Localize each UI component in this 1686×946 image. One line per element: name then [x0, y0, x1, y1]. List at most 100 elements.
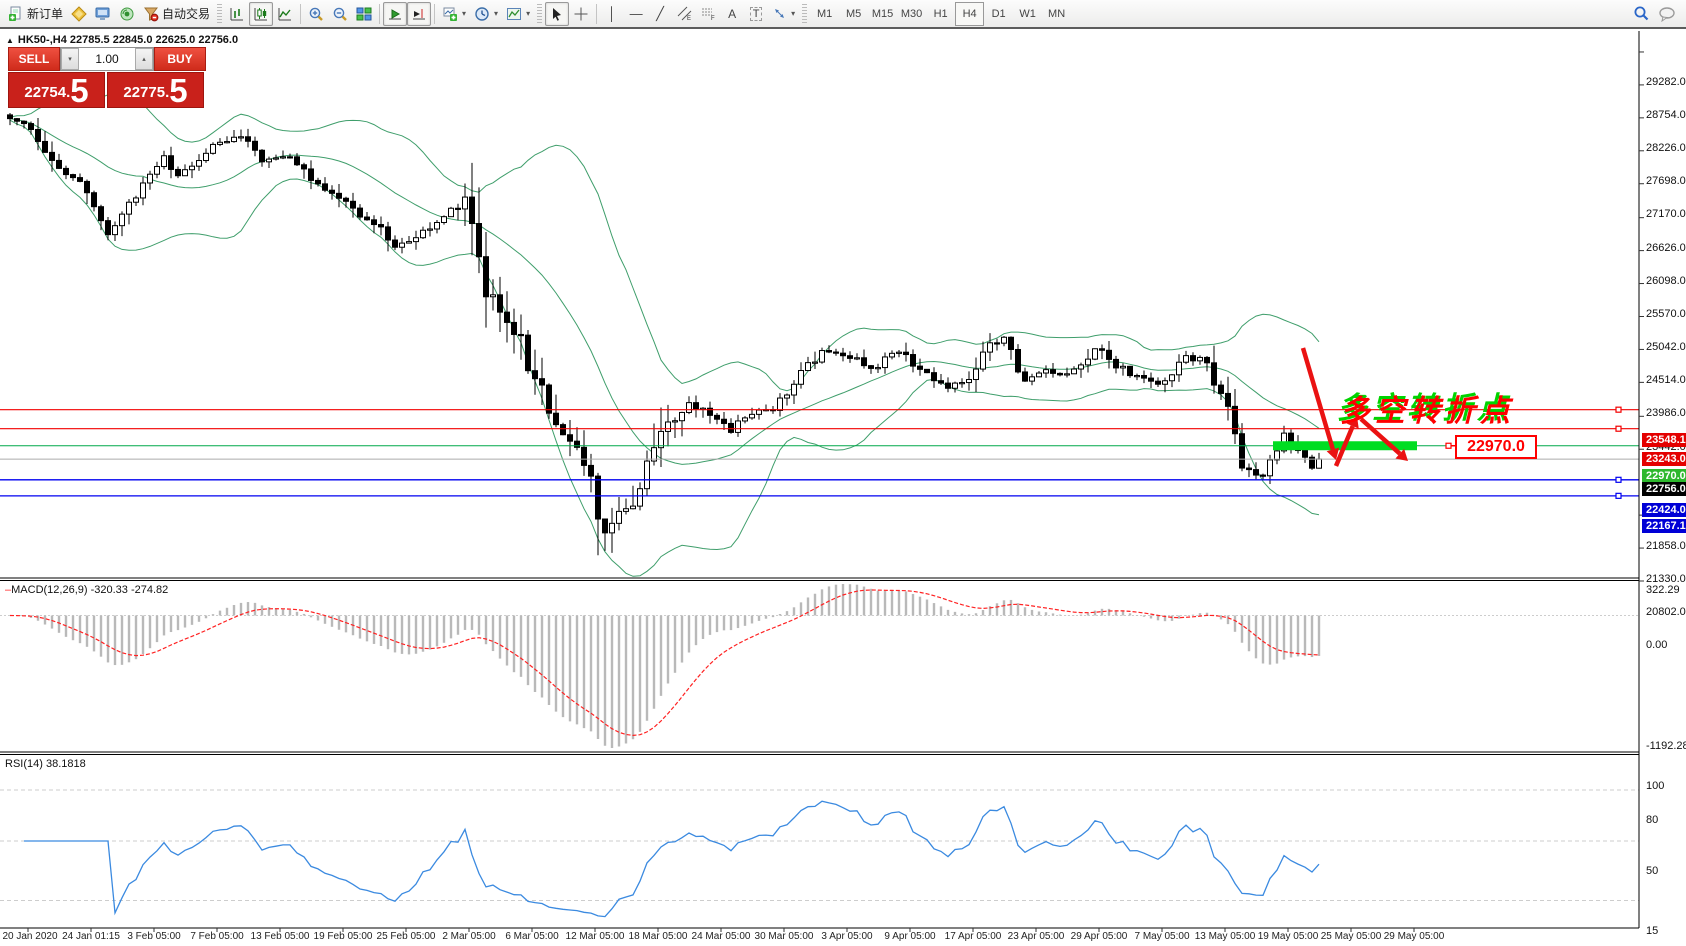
line-chart-button[interactable] — [273, 2, 297, 26]
price-tick: 21858.0 — [1646, 539, 1686, 552]
time-tick: 13 Feb 05:00 — [250, 931, 310, 942]
price-badge-22756.0: 22756.0 — [1642, 482, 1686, 497]
tile-windows-button[interactable] — [352, 2, 376, 26]
buy-button[interactable]: BUY — [154, 47, 206, 71]
sell-button[interactable]: SELL — [8, 47, 60, 71]
time-tick: 19 May 05:00 — [1257, 931, 1319, 942]
rsi-scale-80: 80 — [1646, 814, 1659, 826]
timeframe-w1-button[interactable]: W1 — [1019, 7, 1036, 20]
sell-price-main: 22754 — [24, 84, 67, 101]
fibonacci-tool-button[interactable]: F — [696, 2, 720, 26]
time-tick: 13 May 05:00 — [1194, 931, 1256, 942]
horizontal-line-tool-button[interactable]: — — [624, 2, 648, 26]
timeframe-h1-button[interactable]: H1 — [933, 7, 948, 20]
metaeditor-button[interactable] — [67, 2, 91, 26]
arrows-tool-button[interactable]: ▾ — [768, 2, 799, 26]
zoom-out-button[interactable] — [328, 2, 352, 26]
toolbar-grip — [217, 3, 223, 24]
time-tick: 7 Feb 05:00 — [190, 931, 244, 942]
macd-scale-zero: 0.00 — [1646, 639, 1668, 652]
rsi-scale-15: 15 — [1646, 924, 1659, 937]
text-tool-button[interactable]: A — [720, 2, 744, 26]
arrows-dropdown-icon[interactable]: ▾ — [791, 9, 796, 18]
buy-price-display[interactable]: 22775. 5 — [107, 72, 204, 108]
new-order-icon — [9, 6, 21, 21]
crosshair-tool-button[interactable] — [569, 2, 593, 26]
time-tick: 25 May 05:00 — [1320, 931, 1382, 942]
timeframe-m5-button[interactable]: M5 — [845, 7, 862, 20]
templates-dropdown-icon[interactable]: ▾ — [526, 9, 531, 18]
bar-chart-button[interactable] — [225, 2, 249, 26]
chat-button[interactable] — [1654, 2, 1680, 26]
time-tick: 23 Apr 05:00 — [1007, 931, 1065, 942]
time-tick: 6 Mar 05:00 — [505, 931, 559, 942]
svg-text:E: E — [687, 16, 691, 21]
sell-price-display[interactable]: 22754. 5 — [8, 72, 105, 108]
volume-box: ▾ 1.00 ▴ — [60, 47, 154, 71]
chart-canvas[interactable] — [0, 31, 1686, 946]
buy-price-big-digit: 5 — [169, 72, 188, 109]
timeframe-mn-button[interactable]: MN — [1048, 7, 1066, 20]
chart-shift-button[interactable] — [407, 1, 432, 26]
timeframe-m1-button[interactable]: M1 — [816, 7, 833, 20]
templates-button[interactable]: ▾ — [502, 2, 534, 26]
price-tick: 26626.0 — [1646, 242, 1686, 255]
time-tick: 25 Feb 05:00 — [376, 931, 436, 942]
time-tick: 19 Feb 05:00 — [313, 931, 373, 942]
search-button[interactable] — [1629, 2, 1654, 26]
timeframe-h4-button[interactable]: H4 — [955, 1, 985, 26]
new-order-label: 新订单 — [27, 7, 64, 21]
timeframe-m30-button[interactable]: M30 — [900, 7, 923, 20]
price-badge-22424.0: 22424.0 — [1642, 502, 1686, 517]
cursor-tool-button[interactable] — [545, 1, 570, 26]
time-tick: 3 Apr 05:00 — [821, 931, 873, 942]
profiles-button[interactable]: ▾ — [470, 2, 502, 26]
search-icon — [1634, 6, 1649, 21]
price-badge-23548.1: 23548.1 — [1642, 432, 1686, 447]
timeframe-d1-button[interactable]: D1 — [991, 7, 1006, 20]
price-tick: 29282.0 — [1646, 76, 1686, 89]
terminal-button[interactable] — [91, 2, 115, 26]
toolbar: 新订单 自动交易 — [0, 0, 1686, 29]
bar-chart-icon — [230, 7, 244, 20]
new-chart-dropdown-icon[interactable]: ▾ — [462, 9, 467, 18]
level-callout-label[interactable]: 22970.0 — [1455, 435, 1537, 459]
chart-surface[interactable]: ▲ HK50-,H4 22785.5 22845.0 22625.0 22756.… — [0, 31, 1686, 946]
price-tick: 24514.0 — [1646, 373, 1686, 386]
timeframe-m15-button[interactable]: M15 — [871, 7, 894, 20]
new-order-button[interactable]: 新订单 — [4, 2, 67, 26]
auto-trading-button[interactable]: 自动交易 — [139, 2, 214, 26]
zoom-in-button[interactable] — [304, 2, 328, 26]
trendline-tool-button[interactable]: ╱ — [648, 2, 672, 26]
collapse-icon[interactable]: ▲ — [6, 36, 14, 45]
rsi-scale-50: 50 — [1646, 865, 1659, 877]
vertical-line-tool-button[interactable]: │ — [600, 2, 624, 26]
zoom-in-icon — [309, 7, 323, 21]
volume-up-button[interactable]: ▴ — [135, 48, 153, 70]
price-tick: 21330.0 — [1646, 572, 1686, 585]
profiles-dropdown-icon[interactable]: ▾ — [494, 9, 499, 18]
buy-price-main: 22775 — [123, 84, 166, 101]
fibonacci-icon: F — [701, 8, 715, 21]
channel-tool-button[interactable]: E — [672, 2, 696, 26]
auto-scroll-button[interactable] — [383, 1, 408, 26]
macd-label: –MACD(12,26,9) -320.33 -274.82 — [5, 584, 169, 596]
time-tick: 29 May 05:00 — [1383, 931, 1445, 942]
turning-point-annotation[interactable]: 多空转折点 — [1340, 395, 1515, 428]
text-label-tool-button[interactable]: T — [744, 2, 768, 26]
macd-scale-min: -1192.28 — [1646, 740, 1686, 752]
price-tick: 23986.0 — [1646, 406, 1686, 419]
candlestick-icon — [254, 7, 268, 20]
signals-button[interactable] — [115, 2, 139, 26]
channel-icon: E — [677, 6, 691, 21]
price-tick: 27170.0 — [1646, 208, 1686, 221]
sell-price-big-digit: 5 — [70, 72, 89, 109]
volume-down-button[interactable]: ▾ — [61, 48, 79, 70]
time-tick: 29 Apr 05:00 — [1070, 931, 1128, 942]
new-chart-button[interactable]: ▾ — [438, 2, 470, 26]
time-tick: 9 Apr 05:00 — [884, 931, 936, 942]
price-tick: 20802.0 — [1646, 605, 1686, 618]
candlestick-button[interactable] — [249, 1, 274, 26]
volume-input[interactable]: 1.00 — [95, 52, 119, 66]
